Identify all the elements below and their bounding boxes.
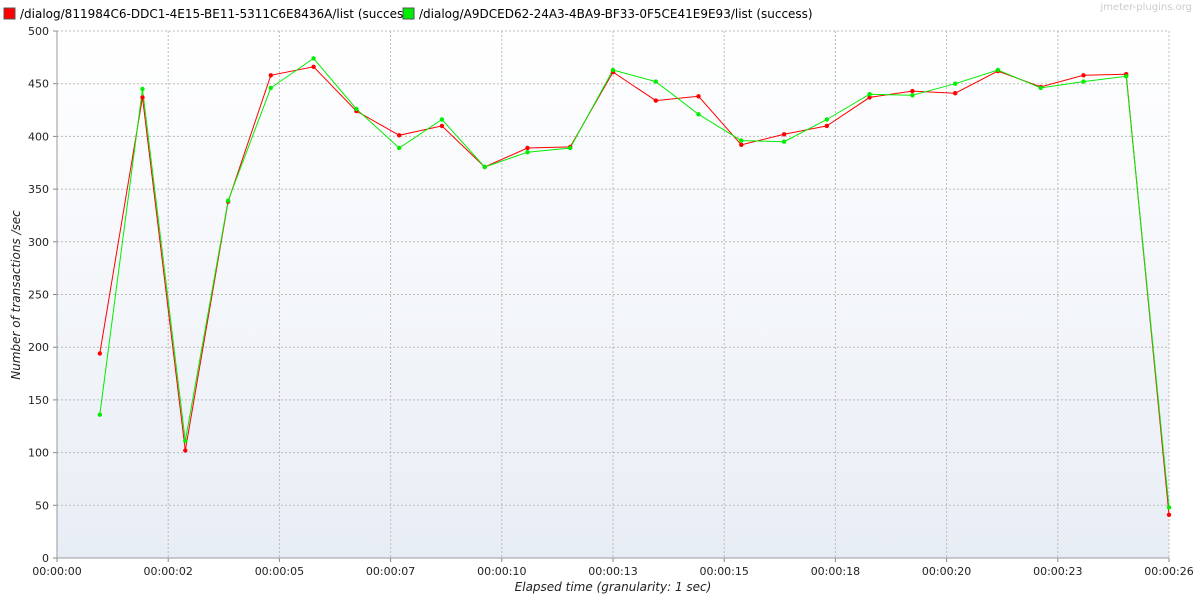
x-tick-label: 00:00:13 [588, 565, 637, 578]
data-point-series-2 [739, 138, 744, 143]
data-point-series-2 [867, 92, 872, 97]
data-point-series-2 [439, 117, 445, 122]
y-tick-label: 150 [28, 394, 49, 407]
data-point-series-2 [482, 164, 487, 170]
data-point-series-1 [953, 91, 958, 96]
series-layer [97, 56, 1172, 517]
y-tick-label: 100 [28, 447, 49, 460]
data-point-series-2 [953, 81, 958, 86]
data-point-series-2 [525, 150, 530, 155]
data-point-series-1 [696, 94, 701, 99]
x-tick-label: 00:00:05 [255, 565, 304, 578]
data-point-series-2 [268, 85, 273, 91]
x-axis-title: Elapsed time (granularity: 1 sec) [515, 580, 712, 594]
data-point-series-2 [824, 117, 829, 122]
axes [53, 30, 1170, 562]
data-point-series-1 [525, 145, 530, 151]
data-point-series-2 [995, 67, 1001, 73]
data-point-series-1 [311, 64, 316, 70]
data-point-series-2 [225, 198, 231, 203]
y-tick-label: 400 [28, 130, 49, 143]
y-axis-title: Number of transactions /sec [9, 210, 23, 380]
legend-swatch-series-2 [402, 7, 415, 20]
x-tick-label: 00:00:10 [477, 565, 526, 578]
data-point-series-1 [439, 123, 445, 129]
data-point-series-2 [183, 438, 188, 444]
x-tick-labels: 00:00:00 00:00:02 00:00:05 00:00:07 00:00:10… [32, 565, 1193, 578]
data-point-series-1 [739, 142, 744, 147]
data-point-series-1 [653, 98, 658, 103]
data-point-series-1 [183, 448, 188, 453]
data-point-series-1 [1081, 73, 1086, 78]
data-point-series-1 [268, 73, 273, 78]
y-tick-label: 0 [42, 552, 49, 565]
data-point-series-2 [397, 145, 402, 151]
data-point-series-2 [910, 93, 915, 98]
y-tick-label: 250 [28, 289, 49, 302]
legend-label-series-2: /dialog/A9DCED62-24A3-4BA9-BF33-0F5CE41E… [419, 7, 813, 21]
x-tick-label: 00:00:20 [922, 565, 971, 578]
data-point-series-1 [781, 132, 787, 137]
x-tick-label: 00:00:18 [811, 565, 860, 578]
data-point-series-1 [140, 95, 145, 100]
data-point-series-2 [1124, 74, 1129, 79]
y-tick-label: 300 [28, 236, 49, 249]
data-point-series-2 [1081, 79, 1086, 84]
data-point-series-1 [1166, 512, 1172, 517]
data-point-series-2 [354, 106, 359, 112]
x-tick-label: 00:00:23 [1033, 565, 1082, 578]
legend-swatch-series-1 [3, 7, 16, 20]
series-line-1 [99, 66, 1170, 515]
data-point-series-2 [1166, 505, 1172, 510]
x-tick-label: 00:00:26 [1144, 565, 1193, 578]
x-tick-label: 00:00:07 [366, 565, 415, 578]
data-point-series-1 [910, 88, 915, 94]
data-point-series-2 [696, 112, 701, 117]
y-tick-label: 50 [35, 499, 49, 512]
data-point-series-2 [781, 139, 787, 144]
data-point-series-2 [1038, 85, 1043, 91]
x-tick-label: 00:00:02 [143, 565, 192, 578]
y-tick-labels: 0 50 100 150 200 250 300 350 400 450 500 [28, 25, 49, 565]
legend-label-series-1: /dialog/811984C6-DDC1-4E15-BE11-5311C6E8… [20, 7, 414, 21]
data-point-series-1 [397, 133, 402, 138]
data-point-series-2 [311, 56, 316, 61]
x-tick-label: 00:00:15 [699, 565, 748, 578]
data-point-series-2 [140, 86, 145, 92]
data-point-series-1 [97, 351, 103, 356]
data-point-series-1 [867, 95, 872, 100]
y-tick-label: 500 [28, 25, 49, 38]
data-point-series-2 [97, 412, 103, 417]
y-tick-label: 450 [28, 78, 49, 91]
data-point-series-2 [568, 145, 573, 151]
watermark: jmeter-plugins.org [1099, 2, 1192, 13]
x-tick-label: 00:00:00 [32, 565, 81, 578]
legend: /dialog/811984C6-DDC1-4E15-BE11-5311C6E8… [3, 7, 813, 21]
y-tick-label: 200 [28, 341, 49, 354]
data-point-series-2 [653, 79, 658, 84]
series-line-2 [99, 57, 1170, 508]
y-tick-label: 350 [28, 183, 49, 196]
data-point-series-2 [610, 67, 616, 73]
data-point-series-1 [824, 123, 829, 129]
